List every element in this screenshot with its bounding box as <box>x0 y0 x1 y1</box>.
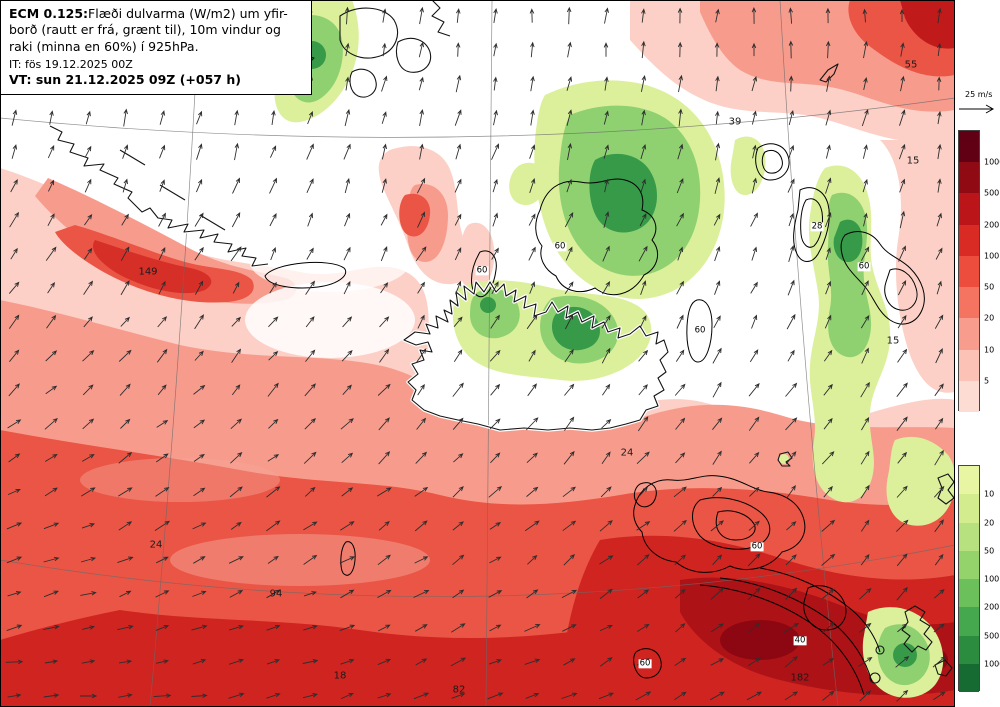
colorbar-tick-label: 100 <box>984 251 1000 261</box>
wind-speed-legend: 25 m/s <box>957 90 1000 119</box>
title-line-2: borð (rautt er frá, grænt til), 10m vind… <box>9 22 281 38</box>
colorbar-tick-label: 200 <box>984 602 1000 612</box>
colorbar-tick-label: 100 <box>984 574 1000 584</box>
colorbar-segment <box>959 162 979 194</box>
colorbar-tick-label: 500 <box>984 631 1000 640</box>
colorbar-segment <box>959 380 979 412</box>
colorbar-segment <box>959 635 979 664</box>
colorbar-segment <box>959 193 979 225</box>
title-box: ECM 0.125:Flæði dulvarma (W/m2) um yfir-… <box>0 0 312 96</box>
colorbar-segment <box>959 550 979 579</box>
colorbar-segment <box>959 224 979 256</box>
colorbar-segment <box>959 494 979 523</box>
colorbar-tick-label: 50 <box>984 546 995 556</box>
colorbar-tick-label: 10 <box>984 489 995 499</box>
colorbar-segment <box>959 466 979 495</box>
colorbar-segment <box>959 607 979 636</box>
colorbar-segment <box>959 287 979 319</box>
title-desc-1: Flæði dulvarma (W/m2) um yfir- <box>88 6 288 21</box>
colorbar-tick-label: 1000 <box>984 157 1000 167</box>
wind-legend-label: 25 m/s <box>965 90 993 99</box>
valid-time: VT: sun 21.12.2025 09Z (+057 h) <box>9 72 241 88</box>
colorbar-segment <box>959 318 979 350</box>
colorbar-segment <box>959 349 979 381</box>
wind-legend-arrow-icon <box>959 104 995 114</box>
colorbar-tick-label: 20 <box>984 313 995 323</box>
colorbar-segment <box>959 579 979 608</box>
title-line-1: ECM 0.125:Flæði dulvarma (W/m2) um yfir- <box>9 6 303 22</box>
colorbar-tick-label: 50 <box>984 282 995 292</box>
model-name: ECM 0.125: <box>9 6 89 21</box>
colorbar-tick-label: 1000 <box>984 659 1000 669</box>
wind-arrow-field <box>5 6 946 702</box>
weather-map <box>0 0 955 707</box>
colorbar-tick-label: 20 <box>984 518 995 527</box>
colorbar-segment <box>959 522 979 551</box>
title-line-3: raki (minna en 60%) í 925hPa. <box>9 38 199 54</box>
colorbar-segment <box>959 663 979 692</box>
colorbar-segment <box>959 131 979 163</box>
legend-panel: 25 m/s 1000 500 200 100 50 20 10 5 10 20 50 100 200… <box>955 0 1000 707</box>
flux-to-surface-colorbar: 10 20 50 100 200 500 1000 <box>958 465 1000 692</box>
flux-from-surface-colorbar: 1000 500 200 100 50 20 10 5 <box>958 130 1000 412</box>
colorbar-tick-label: 5 <box>984 376 990 386</box>
colorbar-tick-label: 500 <box>984 188 1000 198</box>
coastline-layer <box>49 0 955 684</box>
colorbar-tick-label: 10 <box>984 345 995 355</box>
colorbar-segment <box>959 255 979 288</box>
init-time: IT: fös 19.12.2025 00Z <box>9 57 133 71</box>
colorbar-tick-label: 200 <box>984 220 1000 230</box>
